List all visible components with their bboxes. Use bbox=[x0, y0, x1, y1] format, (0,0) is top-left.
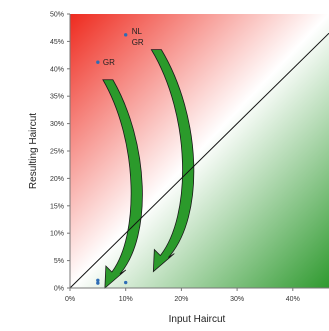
y-tick-label: 40% bbox=[50, 66, 64, 73]
data-point bbox=[123, 280, 128, 285]
diagonal-reference-line bbox=[69, 32, 329, 289]
arrow-layer bbox=[102, 49, 195, 289]
x-tick-label: 0% bbox=[65, 296, 75, 303]
y-tick-label: 5% bbox=[54, 258, 64, 265]
point-label: GR bbox=[132, 38, 144, 47]
data-point bbox=[96, 281, 100, 285]
y-tick-label: 30% bbox=[50, 121, 64, 128]
data-point bbox=[96, 278, 100, 283]
x-tick-label: 10% bbox=[119, 296, 133, 303]
x-tick-label: 40% bbox=[286, 296, 300, 303]
y-tick-label: 20% bbox=[50, 176, 64, 183]
point-label-layer: GR NL GR bbox=[103, 27, 144, 67]
plot-background bbox=[70, 14, 329, 288]
y-tick-label: 15% bbox=[50, 203, 64, 210]
point-label: GR bbox=[103, 58, 115, 67]
y-tick-label: 50% bbox=[50, 12, 64, 19]
x-axis-label: Input Haircut bbox=[169, 314, 226, 325]
axes-layer: 0% 5% 10% 15% 20% 25% 30% 35% 40% 45% 50% 0% 10% 20% 3… bbox=[50, 12, 329, 303]
y-tick-label: 0% bbox=[54, 286, 64, 293]
y-axis-label: Resulting Haircut bbox=[28, 113, 39, 189]
x-tick-label: 20% bbox=[174, 296, 188, 303]
y-tick-label: 45% bbox=[50, 39, 64, 46]
y-tick-label: 35% bbox=[50, 94, 64, 101]
curved-arrow bbox=[150, 49, 195, 273]
y-tick-label: 10% bbox=[50, 231, 64, 238]
y-tick-label: 25% bbox=[50, 149, 64, 156]
point-label: NL bbox=[132, 27, 143, 36]
x-tick-label: 30% bbox=[230, 296, 244, 303]
points-layer bbox=[96, 33, 128, 285]
data-point bbox=[123, 33, 128, 37]
data-point bbox=[96, 60, 100, 64]
curved-arrow bbox=[102, 79, 143, 289]
